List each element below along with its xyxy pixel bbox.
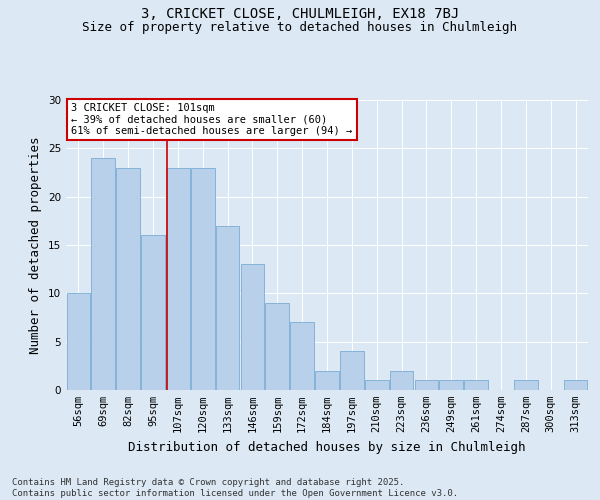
- Bar: [365, 380, 389, 390]
- Text: 3 CRICKET CLOSE: 101sqm
← 39% of detached houses are smaller (60)
61% of semi-de: 3 CRICKET CLOSE: 101sqm ← 39% of detache…: [71, 103, 352, 136]
- Bar: [116, 168, 140, 390]
- Bar: [191, 168, 215, 390]
- Text: Contains HM Land Registry data © Crown copyright and database right 2025.
Contai: Contains HM Land Registry data © Crown c…: [12, 478, 458, 498]
- Bar: [265, 303, 289, 390]
- X-axis label: Distribution of detached houses by size in Chulmleigh: Distribution of detached houses by size …: [128, 440, 526, 454]
- Bar: [564, 380, 587, 390]
- Bar: [415, 380, 438, 390]
- Bar: [166, 168, 190, 390]
- Bar: [241, 264, 264, 390]
- Bar: [514, 380, 538, 390]
- Bar: [464, 380, 488, 390]
- Bar: [340, 352, 364, 390]
- Y-axis label: Number of detached properties: Number of detached properties: [29, 136, 43, 354]
- Bar: [67, 294, 90, 390]
- Bar: [290, 322, 314, 390]
- Bar: [141, 236, 165, 390]
- Text: Size of property relative to detached houses in Chulmleigh: Size of property relative to detached ho…: [83, 21, 517, 34]
- Text: 3, CRICKET CLOSE, CHULMLEIGH, EX18 7BJ: 3, CRICKET CLOSE, CHULMLEIGH, EX18 7BJ: [141, 8, 459, 22]
- Bar: [390, 370, 413, 390]
- Bar: [439, 380, 463, 390]
- Bar: [216, 226, 239, 390]
- Bar: [315, 370, 339, 390]
- Bar: [91, 158, 115, 390]
